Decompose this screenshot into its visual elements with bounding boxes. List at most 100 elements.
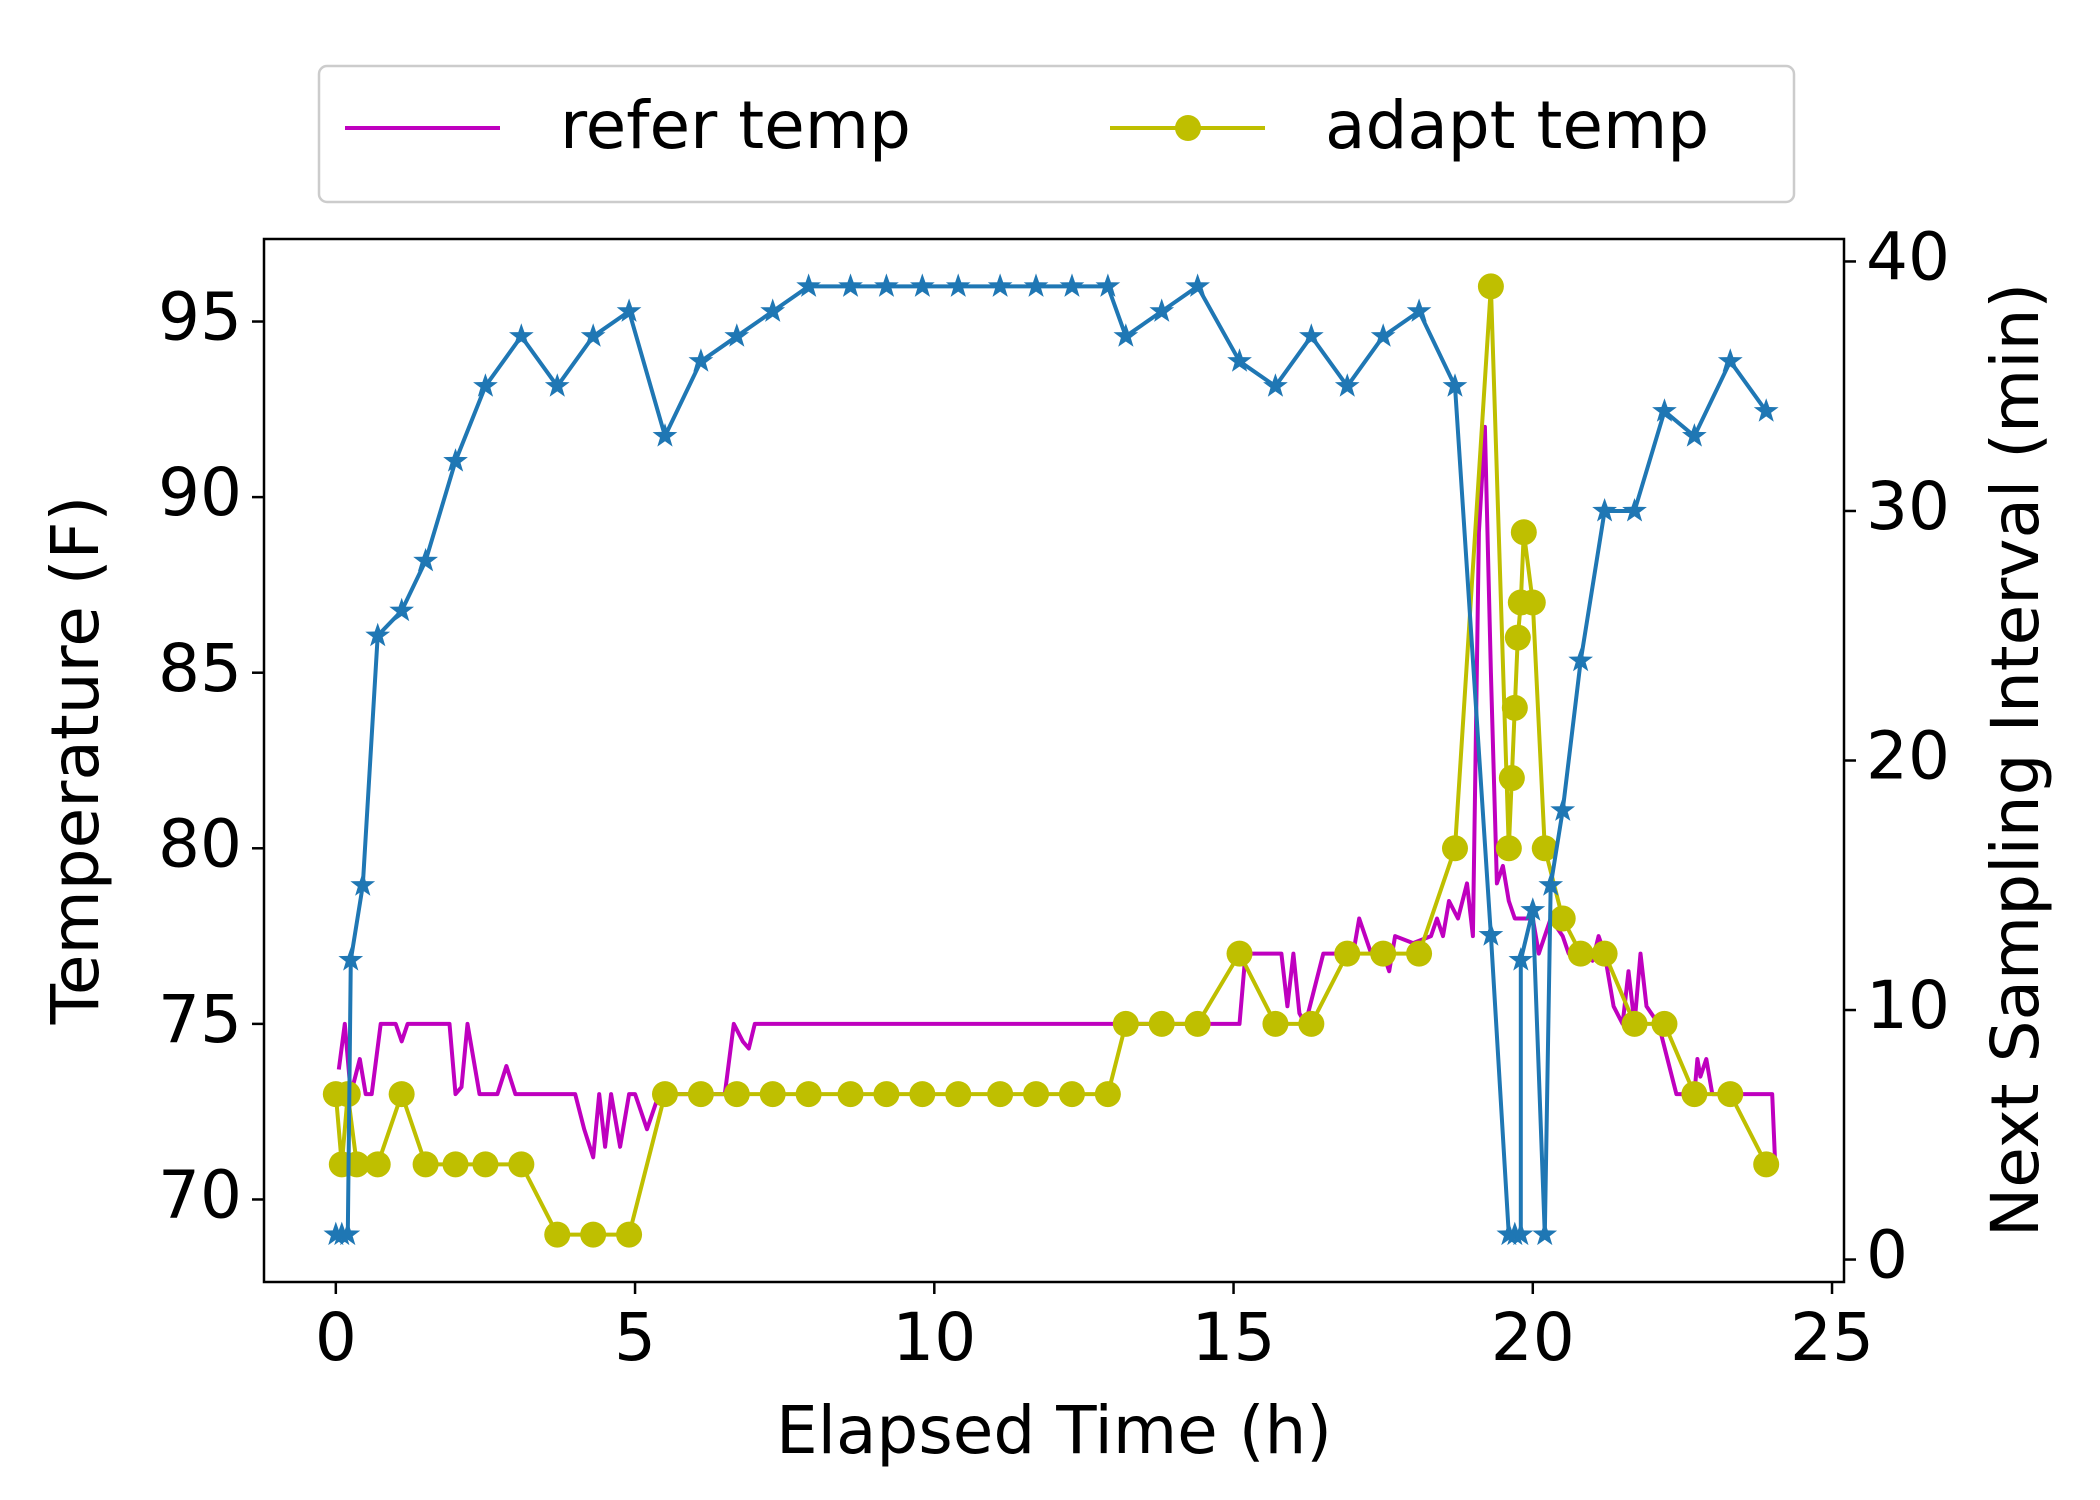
point [1550,797,1576,821]
legend-label: refer temp [560,87,911,164]
point [1406,298,1432,322]
point [1023,273,1049,297]
point [1148,1010,1175,1037]
point [1370,323,1396,347]
point [1095,273,1121,297]
y2-tick-label: 0 [1866,1217,1908,1294]
y-tick-label: 85 [158,630,242,707]
x-axis-label: Elapsed Time (h) [776,1392,1332,1469]
point [1149,298,1175,322]
y2-tick-label: 30 [1866,468,1950,545]
point [687,1081,714,1108]
point [1519,589,1546,616]
point [688,348,714,372]
point [1717,1081,1744,1108]
point [1508,947,1534,971]
point [616,1221,643,1248]
point [1510,519,1537,546]
point [651,1081,678,1108]
point [1498,765,1525,792]
point [1568,647,1593,672]
y2-axis-label: Next Sampling Interval (min) [1977,283,2054,1237]
point [1441,835,1468,862]
point [837,1081,864,1108]
point [760,298,786,322]
x-tick-label: 15 [1192,1299,1276,1376]
point [1753,398,1779,422]
point [1567,940,1594,967]
y-tick-label: 95 [158,279,242,356]
legend-box [317,64,1796,204]
point [1184,1010,1211,1037]
point [724,323,750,347]
point [945,273,971,297]
point [544,373,570,397]
legend-marker [1175,115,1201,141]
y-tick-label: 90 [158,454,242,531]
point [544,1221,571,1248]
point [796,273,821,297]
y2-tick-label: 10 [1866,967,1950,1044]
point [1112,1010,1139,1037]
point [388,1081,415,1108]
point [1263,373,1288,397]
x-tick-label: 20 [1491,1299,1575,1376]
point [1334,373,1360,397]
point [1753,1151,1780,1178]
point [1549,905,1576,932]
y-tick-label: 70 [158,1157,242,1234]
point [838,273,863,297]
point [616,298,642,322]
point [364,1151,391,1178]
x-tick-label: 10 [892,1299,976,1376]
point [1622,498,1647,522]
point [1538,872,1564,896]
y2-tick-label: 40 [1866,219,1950,296]
point [508,1151,535,1178]
point [1185,273,1210,297]
point [365,622,391,647]
point [1370,940,1397,967]
point [1113,323,1139,347]
point [1520,897,1546,921]
point [1531,835,1558,862]
y2-tick-label: 20 [1866,718,1950,795]
legend-label: adapt temp [1325,87,1709,164]
point [473,373,498,397]
point [338,947,364,971]
point [1477,273,1504,300]
plot-frame [262,237,1846,1284]
point [1262,1010,1289,1037]
point [909,1081,936,1108]
point [759,1081,786,1108]
y-tick-label: 80 [158,805,242,882]
point [987,273,1013,297]
point [1504,624,1531,651]
point [1227,348,1252,372]
y-axis-label: Temperature (F) [37,496,114,1026]
point [945,1081,972,1108]
point [1532,1221,1558,1246]
point [335,1221,361,1246]
point [1442,373,1468,397]
point [1508,1221,1534,1246]
point [1717,348,1743,372]
point [1334,940,1361,967]
point [1651,1010,1678,1037]
point [442,1151,469,1178]
point [580,1221,607,1248]
point [873,1081,900,1108]
point [1682,423,1707,447]
point [652,423,678,447]
y-tick-label: 75 [158,981,242,1058]
point [1226,940,1253,967]
x-tick-label: 25 [1790,1299,1874,1376]
point [1023,1081,1050,1108]
point [1495,835,1522,862]
point [1298,1010,1325,1037]
point [1059,273,1085,297]
x-tick-label: 0 [315,1299,357,1376]
point [1621,1010,1648,1037]
